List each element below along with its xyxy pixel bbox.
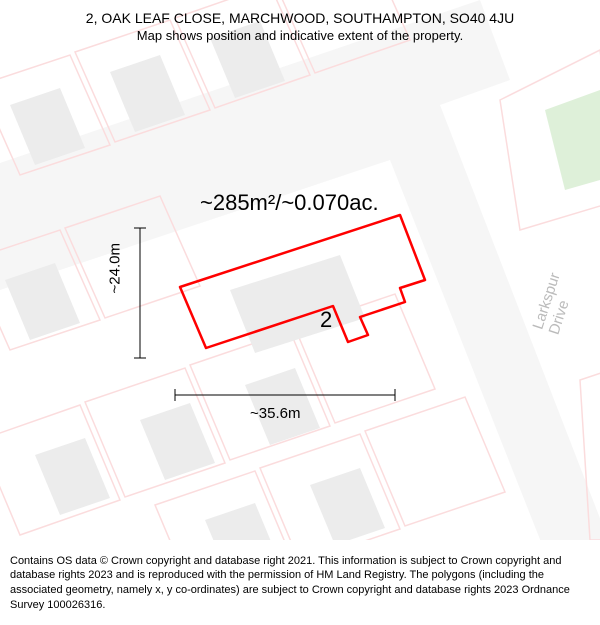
map-header: 2, OAK LEAF CLOSE, MARCHWOOD, SOUTHAMPTO… <box>0 10 600 43</box>
address-title: 2, OAK LEAF CLOSE, MARCHWOOD, SOUTHAMPTO… <box>0 10 600 26</box>
map-canvas: ~285m²/~0.070ac. 2 ~24.0m ~35.6m Larkspu… <box>0 0 600 540</box>
map-svg <box>0 0 600 540</box>
subtitle: Map shows position and indicative extent… <box>0 28 600 43</box>
plot-number-label: 2 <box>320 307 332 333</box>
area-measurement: ~285m²/~0.070ac. <box>200 190 379 216</box>
copyright-footer: Contains OS data © Crown copyright and d… <box>0 546 600 625</box>
horizontal-dimension: ~35.6m <box>250 405 300 422</box>
vertical-dimension: ~24.0m <box>107 243 124 293</box>
